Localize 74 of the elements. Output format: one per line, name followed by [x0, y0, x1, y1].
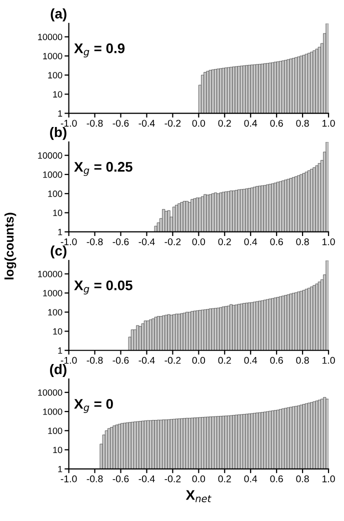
x-tick-label: 1.0 — [322, 238, 335, 246]
y-tick-label: 100 — [48, 72, 62, 78]
x-tick-label: 0.8 — [296, 356, 309, 364]
y-tick-label: 1 — [58, 110, 62, 117]
y-tick-label: 10000 — [38, 389, 62, 396]
chart-title: (c) — [50, 245, 66, 258]
y-tick-label: 10000 — [38, 34, 62, 40]
x-tick-label: -0.6 — [112, 238, 129, 246]
x-tick-label: 0.4 — [244, 238, 258, 246]
x-tick-label: -1.0 — [60, 120, 77, 127]
x-tick-label: 0.2 — [218, 475, 231, 482]
y-tick-label: 1000 — [43, 408, 62, 415]
x-tick-label: 0.0 — [192, 475, 206, 482]
x-tick-label: 0.2 — [218, 120, 231, 127]
x-tick-label: 0.8 — [296, 120, 309, 127]
x-tick-label: -0.4 — [138, 238, 155, 246]
x-tick-label: -0.6 — [112, 475, 129, 482]
x-tick-label: 0.6 — [270, 120, 283, 127]
y-axis-title: log(counts) — [4, 212, 16, 280]
chart-title: (b) — [50, 126, 66, 140]
x-tick-label: -1.0 — [60, 356, 77, 364]
x-tick-label: -0.6 — [112, 356, 129, 364]
chart-title: (d) — [50, 364, 66, 377]
y-tick-label: 1 — [58, 466, 62, 472]
x-tick-label: 0.2 — [218, 238, 231, 246]
y-tick-label: 10 — [53, 446, 62, 454]
x-tick-label: -0.8 — [86, 356, 103, 364]
x-tick-label: 0.4 — [244, 120, 258, 127]
x-tick-label: 1.0 — [322, 356, 335, 364]
x-tick-label: -0.8 — [86, 120, 103, 127]
y-tick-label: 1000 — [43, 52, 62, 60]
y-tick-label: 1 — [58, 228, 62, 236]
x-tick-label: -0.4 — [138, 356, 155, 364]
chart-title: (a) — [50, 8, 66, 22]
y-tick-label: 10 — [53, 210, 62, 216]
y-tick-label: 1000 — [43, 171, 62, 178]
x-tick-label: 0.4 — [244, 356, 258, 364]
x-tick-label: 0.6 — [270, 475, 283, 482]
x-tick-label: -0.2 — [164, 120, 181, 127]
y-tick-label: 10000 — [38, 270, 62, 278]
x-tick-label: -0.2 — [164, 238, 181, 246]
y-tick-label: 100 — [48, 428, 62, 434]
x-axis-title: X$_{net}$ — [186, 490, 212, 502]
x-tick-label: 1.0 — [322, 120, 335, 127]
y-tick-label: 10 — [53, 91, 62, 98]
x-tick-label: 0.8 — [296, 475, 309, 482]
x-tick-label: -0.8 — [86, 238, 103, 246]
x-tick-label: -0.6 — [112, 120, 129, 127]
x-tick-label: -0.4 — [138, 475, 155, 482]
x-tick-label: 0.2 — [218, 356, 231, 364]
annotation: X$_{g}$ = 0.25 — [74, 162, 132, 176]
y-tick-label: 10000 — [38, 152, 62, 159]
x-tick-label: 0.6 — [270, 356, 283, 364]
x-tick-label: 0.0 — [192, 120, 206, 127]
y-tick-label: 10 — [53, 328, 62, 335]
annotation: X$_{g}$ = 0.9 — [74, 43, 125, 58]
x-tick-label: 0.8 — [296, 238, 309, 246]
annotation: X$_{g}$ = 0 — [74, 398, 113, 413]
x-tick-label: 0.0 — [192, 238, 206, 246]
x-tick-label: 1.0 — [322, 475, 335, 482]
x-tick-label: -0.2 — [164, 356, 181, 364]
x-tick-label: 0.6 — [270, 238, 283, 246]
y-tick-label: 1000 — [43, 290, 62, 296]
x-tick-label: -0.2 — [164, 475, 181, 482]
y-tick-label: 100 — [48, 309, 62, 316]
x-tick-label: -0.8 — [86, 475, 103, 482]
annotation: X$_{g}$ = 0.05 — [74, 280, 132, 294]
x-tick-label: -1.0 — [60, 238, 77, 246]
x-tick-label: 0.4 — [244, 475, 258, 482]
x-tick-label: -1.0 — [60, 475, 77, 482]
y-tick-label: 100 — [48, 190, 62, 197]
x-tick-label: -0.4 — [138, 120, 155, 127]
x-tick-label: 0.0 — [192, 356, 206, 364]
y-tick-label: 1 — [58, 347, 62, 354]
